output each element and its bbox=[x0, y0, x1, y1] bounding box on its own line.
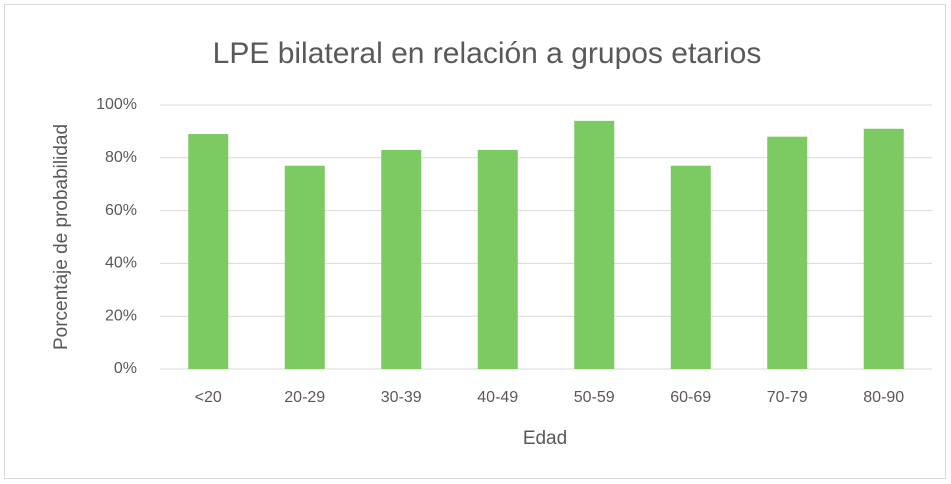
bar bbox=[574, 120, 615, 369]
x-tick-label: 50-59 bbox=[574, 389, 615, 406]
x-tick-label: 80-90 bbox=[863, 389, 904, 406]
bar bbox=[188, 134, 229, 369]
y-tick-label: 0% bbox=[114, 360, 137, 377]
x-tick-label: <20 bbox=[195, 389, 222, 406]
bar bbox=[670, 165, 711, 369]
y-tick-label: 80% bbox=[105, 149, 137, 166]
x-tick-label: 20-29 bbox=[284, 389, 325, 406]
x-tick-label: 40-49 bbox=[477, 389, 518, 406]
bar bbox=[284, 165, 325, 369]
y-tick-label: 60% bbox=[105, 202, 137, 219]
y-tick-label: 40% bbox=[105, 255, 137, 272]
x-tick-label: 30-39 bbox=[381, 389, 422, 406]
bar bbox=[477, 149, 518, 369]
chart-title: LPE bilateral en relación a grupos etari… bbox=[213, 37, 762, 70]
x-tick-label: 60-69 bbox=[670, 389, 711, 406]
bar bbox=[863, 128, 904, 369]
x-tick-label: 70-79 bbox=[767, 389, 808, 406]
y-axis-label: Porcentaje de probabilidad bbox=[51, 124, 72, 350]
y-tick-label: 20% bbox=[105, 307, 137, 324]
bar bbox=[767, 136, 808, 369]
bar bbox=[381, 149, 422, 369]
y-tick-label: 100% bbox=[96, 96, 137, 113]
x-axis-label: Edad bbox=[523, 428, 567, 449]
